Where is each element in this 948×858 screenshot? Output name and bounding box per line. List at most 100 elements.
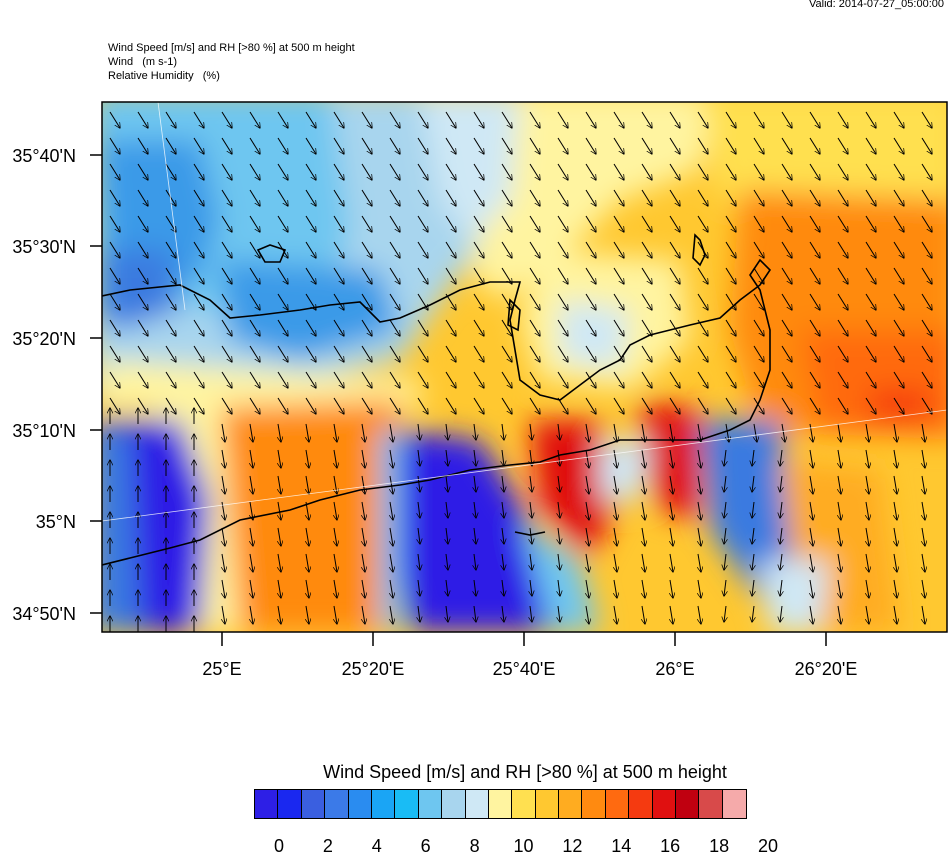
wind-arrow <box>361 267 372 284</box>
wind-arrow <box>753 189 764 206</box>
wind-arrow <box>501 137 512 154</box>
wind-arrow <box>502 553 504 570</box>
wind-arrow <box>249 397 260 414</box>
wind-arrow <box>697 163 708 180</box>
wind-arrow <box>502 475 504 492</box>
wind-arrow <box>810 579 813 598</box>
wind-arrow <box>557 293 568 310</box>
wind-arrow <box>641 111 652 128</box>
wind-arrow <box>474 579 476 596</box>
wind-arrow <box>557 189 568 206</box>
wind-arrow <box>446 631 447 632</box>
wind-arrow <box>277 319 288 336</box>
wind-arrow <box>641 137 652 154</box>
wind-arrow <box>361 163 372 180</box>
wind-arrow <box>837 345 848 362</box>
wind-arrow <box>305 189 316 206</box>
wind-arrow <box>362 553 365 572</box>
wind-arrow <box>474 501 476 518</box>
wind-arrow <box>614 423 617 442</box>
wind-arrow <box>529 345 540 362</box>
wind-arrow <box>558 527 560 544</box>
wind-arrow <box>389 267 400 284</box>
wind-arrow <box>669 241 680 258</box>
wind-arrow <box>753 111 764 128</box>
wind-arrow <box>865 397 876 414</box>
wind-arrow <box>586 449 589 468</box>
wind-arrow <box>725 215 736 232</box>
wind-arrow <box>305 215 316 232</box>
wind-arrow <box>557 215 568 232</box>
wind-arrow <box>922 605 925 624</box>
map-figure: 35°40'N 35°30'N 35°20'N 35°10'N 35°N 34°… <box>12 101 948 679</box>
wind-arrow <box>221 215 232 232</box>
wind-arrow <box>922 553 925 572</box>
wind-arrow <box>613 215 624 232</box>
wind-arrow <box>530 605 532 622</box>
wind-arrow <box>837 163 848 180</box>
wind-arrow <box>446 605 448 622</box>
wind-arrow <box>724 449 726 466</box>
wind-arrow <box>866 501 869 520</box>
wind-arrow <box>613 397 624 414</box>
wind-arrow <box>250 527 253 546</box>
wind-arrow <box>446 475 448 492</box>
wind-arrow <box>725 293 736 310</box>
wind-arrow <box>810 527 813 546</box>
lat-labels: 35°40'N 35°30'N 35°20'N 35°10'N 35°N 34°… <box>12 146 76 624</box>
wind-arrow <box>445 267 456 284</box>
wind-arrow <box>809 293 820 310</box>
wind-arrow <box>558 605 560 622</box>
wind-arrow <box>837 215 848 232</box>
legend-tick-label: 10 <box>513 836 534 856</box>
wind-arrow <box>334 553 337 572</box>
wind-arrow <box>193 215 204 232</box>
wind-arrow <box>698 475 701 494</box>
wind-arrow <box>585 293 596 310</box>
wind-arrow <box>109 163 120 180</box>
wind-arrow <box>585 111 596 128</box>
wind-arrow <box>278 527 281 546</box>
wind-arrow <box>585 137 596 154</box>
legend-swatch <box>512 790 536 818</box>
wind-arrow <box>921 371 932 388</box>
wind-arrow <box>557 241 568 258</box>
legend-swatch <box>535 790 560 818</box>
lat-label: 35°20'N <box>12 329 76 349</box>
legend-swatch <box>395 790 419 818</box>
wind-arrow <box>669 137 680 154</box>
wind-arrow <box>306 631 307 632</box>
wind-arrow <box>921 293 932 310</box>
wind-arrow <box>614 631 615 632</box>
wind-arrow <box>249 189 260 206</box>
wind-arrow <box>613 137 624 154</box>
wind-arrow <box>193 267 204 284</box>
wind-arrow <box>558 423 560 440</box>
wind-arrow <box>669 293 680 310</box>
wind-arrow <box>780 475 782 492</box>
wind-arrow <box>249 319 260 336</box>
wind-arrow <box>278 553 281 572</box>
legend-swatch <box>465 790 489 818</box>
wind-arrow <box>193 111 204 128</box>
wind-arrow <box>865 137 876 154</box>
wind-arrow <box>838 501 841 520</box>
wind-arrow <box>165 371 176 388</box>
wind-arrow <box>334 527 337 546</box>
wind-arrow <box>866 553 869 572</box>
wind-arrow <box>557 319 568 336</box>
wind-arrow <box>586 423 589 442</box>
wind-arrow <box>418 501 420 518</box>
wind-arrow <box>333 137 344 154</box>
wind-arrow <box>894 527 897 546</box>
wind-arrow <box>922 501 925 520</box>
coastline <box>102 233 772 566</box>
wind-arrow <box>278 631 279 632</box>
wind-arrow <box>894 579 897 598</box>
wind-arrow <box>894 423 897 442</box>
wind-arrow <box>810 501 813 520</box>
wind-arrow <box>250 449 253 468</box>
wind-arrow <box>165 267 176 284</box>
wind-arrow <box>922 631 923 632</box>
wind-arrow <box>752 527 754 544</box>
